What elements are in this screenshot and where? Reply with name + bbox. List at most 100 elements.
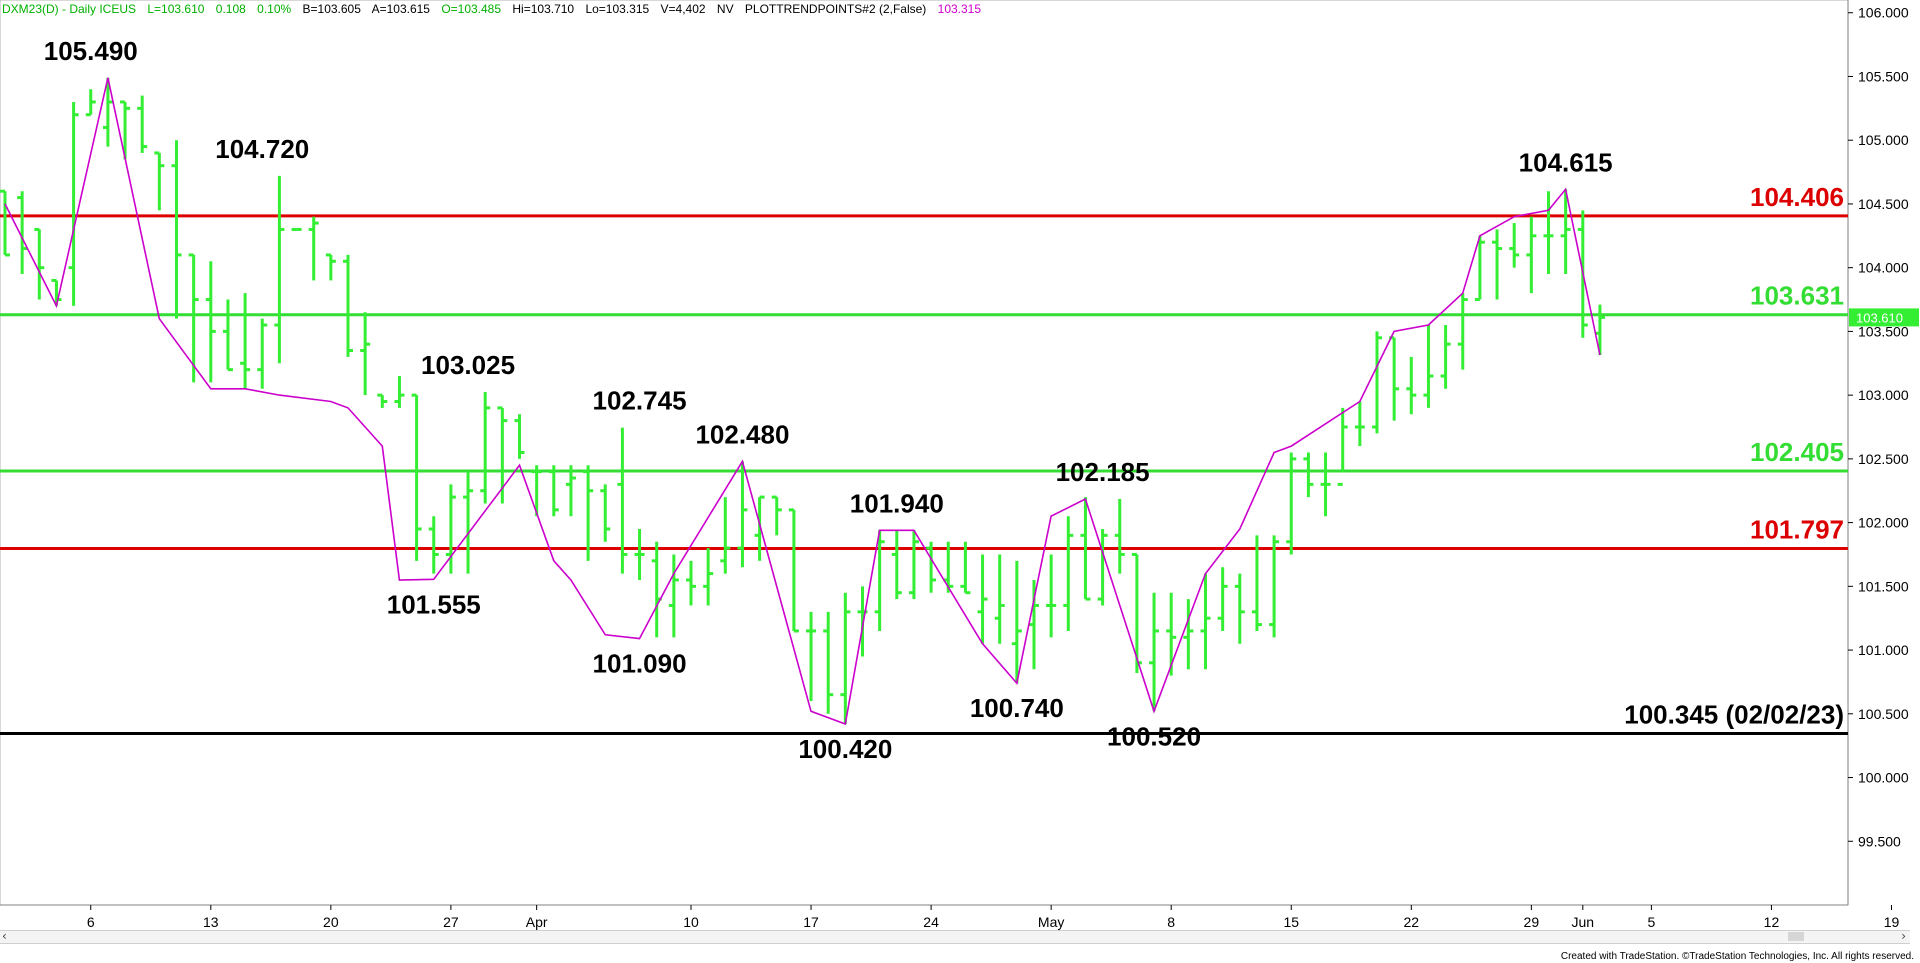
y-tick-label: 102.000 (1858, 515, 1909, 531)
ohlc-bar (960, 541, 971, 595)
x-tick-label: 15 (1283, 914, 1299, 930)
horizontal-scrollbar[interactable]: ‹ › (0, 929, 1910, 944)
ohlc-bar (1234, 573, 1245, 644)
scroll-thumb[interactable] (1788, 932, 1804, 941)
ohlc-bar (1303, 452, 1314, 498)
chart-canvas: 106.000 105.500 105.000 104.500 104.000 103.5… (0, 0, 1919, 930)
x-tick-label: 24 (923, 914, 939, 930)
last-price-value: L=103.610 (147, 2, 205, 16)
ohlc-bar (908, 530, 919, 600)
ohlc-bar (1457, 293, 1468, 370)
pivot-label: 105.490 (44, 36, 138, 66)
y-tick-label: 104.500 (1858, 196, 1909, 212)
ohlc-bar (240, 293, 251, 389)
ohlc-bar (703, 548, 714, 606)
ohlc-bar (668, 554, 679, 638)
y-tick-label: 100.500 (1858, 706, 1909, 722)
ohlc-bar (1029, 579, 1039, 670)
ohlc-bar (634, 528, 645, 580)
ask-value: A=103.615 (371, 2, 430, 16)
ohlc-bar (788, 508, 799, 633)
ohlc-bar (1337, 407, 1348, 486)
ohlc-bar (257, 318, 268, 389)
ohlc-bar (205, 261, 216, 383)
ohlc-bar (1440, 325, 1451, 389)
ohlc-bar (1389, 336, 1400, 421)
ohlc-bar (1200, 573, 1211, 670)
ohlc-bar (891, 530, 902, 600)
ohlc-bar (360, 312, 371, 396)
x-tick-label: 5 (1648, 914, 1656, 930)
ohlc-bar (1474, 235, 1485, 302)
y-tick-label: 104.000 (1858, 260, 1909, 276)
scroll-right-arrow-icon[interactable]: › (1901, 929, 1906, 943)
ohlc-bar (308, 216, 319, 281)
y-tick-label: 101.500 (1858, 578, 1909, 594)
ohlc-bar (754, 495, 765, 561)
ohlc-bar (514, 414, 525, 459)
level-label: 104.406 (1750, 182, 1844, 212)
ohlc-bar (874, 530, 885, 631)
ohlc-bar (343, 254, 353, 357)
ohlc-bar (771, 495, 782, 536)
ohlc-bar (480, 391, 491, 504)
ohlc-bar (120, 100, 131, 160)
x-tick-label: 29 (1524, 914, 1540, 930)
pivot-label: 100.420 (798, 734, 892, 764)
ohlc-bar (806, 611, 817, 702)
x-tick-label: 8 (1167, 914, 1175, 930)
level-label: 103.631 (1750, 281, 1844, 311)
copyright-footer: Created with TradeStation. ©TradeStation… (1560, 951, 1914, 962)
ohlc-bar (1492, 229, 1503, 300)
x-tick-label: 20 (323, 914, 339, 930)
bid-value: B=103.605 (302, 2, 361, 16)
ohlc-bar (1269, 535, 1280, 638)
x-tick-label: Apr (526, 914, 548, 930)
low-value: Lo=103.315 (585, 2, 650, 16)
ohlc-bar (548, 465, 559, 517)
x-tick-label: 27 (443, 914, 459, 930)
ohlc-bar (325, 253, 336, 281)
chart-header: DXM23(D) - Daily ICEUS L=103.610 0.108 0… (2, 2, 989, 18)
ohlc-bar (1011, 560, 1022, 684)
ohlc-bar (531, 465, 542, 517)
ohlc-bar (222, 299, 233, 372)
x-tick-label: 17 (803, 914, 819, 930)
level-label: 102.405 (1750, 437, 1844, 467)
y-tick-label: 103.000 (1858, 387, 1909, 403)
y-tick-label: 102.500 (1858, 451, 1909, 467)
study-label: PLOTTRENDPOINTS#2 (2,False) (744, 2, 927, 16)
ohlc-bar (1149, 592, 1160, 712)
ohlc-bar (1406, 356, 1417, 415)
y-tick-label: 105.000 (1858, 132, 1909, 148)
nv-label: NV (716, 2, 734, 16)
x-tick-label: 13 (203, 914, 219, 930)
pivot-label: 100.740 (970, 693, 1064, 723)
ohlc-bar (600, 484, 611, 542)
ohlc-bar (617, 427, 628, 574)
ohlc-bar (1372, 331, 1382, 434)
pivot-label: 102.480 (695, 419, 789, 449)
ohlc-bar (445, 484, 456, 574)
y-tick-label: 101.000 (1858, 642, 1909, 658)
ohlc-bar (1097, 528, 1108, 606)
high-value: Hi=103.710 (512, 2, 575, 16)
ohlc-bar (428, 516, 439, 574)
percent-change-value: 0.10% (257, 2, 292, 16)
ohlc-bar (994, 554, 1005, 644)
ohlc-bar (1114, 499, 1125, 574)
ohlc-bar (377, 393, 388, 408)
ohlc-bar (1560, 189, 1571, 275)
ohlc-bar (0, 189, 10, 257)
symbol-label: DXM23(D) - Daily ICEUS (2, 2, 137, 16)
pivot-label: 101.555 (387, 589, 481, 619)
scroll-left-arrow-icon[interactable]: ‹ (2, 929, 7, 943)
volume-value: V=4,402 (660, 2, 706, 16)
pivot-label: 104.615 (1519, 147, 1613, 177)
x-tick-label: Jun (1572, 914, 1595, 930)
last-price-marker (1849, 308, 1919, 327)
study-value: 103.315 (937, 2, 982, 16)
ohlc-bar (926, 541, 937, 593)
ohlc-bar (1251, 535, 1262, 631)
